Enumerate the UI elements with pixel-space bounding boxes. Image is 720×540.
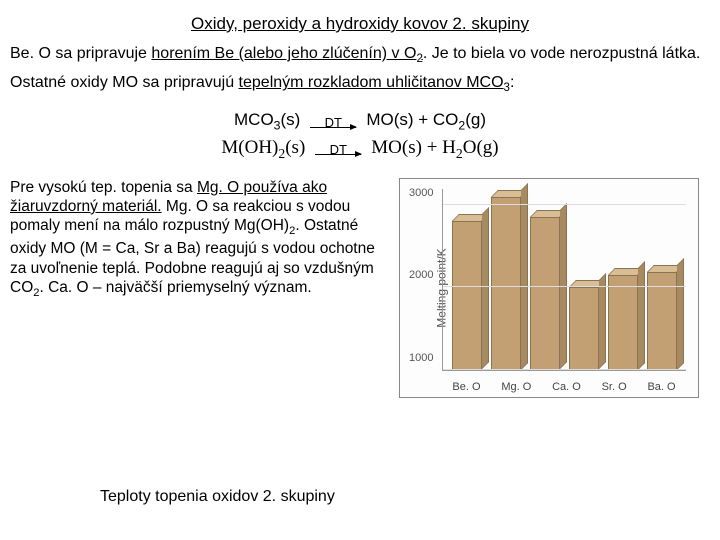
chart-xlabel: Ba. O xyxy=(647,381,675,393)
p2-a: Ostatné oxidy MO sa pripravujú xyxy=(10,74,239,91)
eq1-arrow: DT xyxy=(310,116,356,128)
eq2-rsub: 2 xyxy=(456,146,463,161)
chart-column: Melting point/K 100020003000 Be. OMg. OC… xyxy=(388,178,710,398)
arrow-icon xyxy=(315,154,361,155)
body-a: Pre vysokú tep. topenia sa xyxy=(10,179,197,196)
eq1-left: MCO3(s) xyxy=(234,110,300,132)
p2-underline: tepelným rozkladom uhličitanov MCO3 xyxy=(239,74,510,91)
eq2-left: M(OH)2(s) xyxy=(221,137,305,162)
chart-gridline xyxy=(443,369,686,370)
melting-point-chart: Melting point/K 100020003000 Be. OMg. OC… xyxy=(399,178,699,398)
eq2-rb: O(g) xyxy=(463,137,499,158)
p2-b: : xyxy=(510,74,514,91)
arrow-icon xyxy=(310,127,356,128)
eq2-la: M(OH) xyxy=(221,137,278,158)
p2-u-text: tepelným rozkladom uhličitanov MCO xyxy=(239,74,504,91)
equations-block: MCO3(s) DT MO(s) + CO2(g) M(OH)2(s) DT M… xyxy=(0,102,720,173)
chart-ytick: 2000 xyxy=(409,269,433,281)
body-d: . Ca. O – najväčší priemyselný význam. xyxy=(39,279,311,296)
chart-xlabels: Be. O Mg. O Ca. O Sr. O Ba. O xyxy=(442,381,686,393)
chart-plot-area: 100020003000 xyxy=(442,189,686,371)
eq1-lb: (s) xyxy=(280,110,300,129)
chart-bar xyxy=(569,287,599,369)
lower-row: Pre vysokú tep. topenia sa Mg. O používa… xyxy=(0,174,720,398)
chart-xlabel: Sr. O xyxy=(602,381,627,393)
chart-gridline xyxy=(443,286,686,287)
eq1-right: MO(s) + CO2(g) xyxy=(366,110,486,132)
p1-b: . Je to biela vo vode nerozpustná látka. xyxy=(423,45,701,62)
chart-bars xyxy=(443,189,686,370)
equation-1: MCO3(s) DT MO(s) + CO2(g) xyxy=(234,110,486,132)
chart-xlabel: Ca. O xyxy=(552,381,581,393)
chart-ytick: 1000 xyxy=(409,352,433,364)
p1-underline: horením Be (alebo jeho zlúčenín) v O2 xyxy=(151,45,422,62)
body-paragraph: Pre vysokú tep. topenia sa Mg. O používa… xyxy=(10,178,380,398)
chart-bar xyxy=(608,275,638,370)
eq2-lb: (s) xyxy=(285,137,305,158)
eq2-arrow: DT xyxy=(315,143,361,155)
equation-2: M(OH)2(s) DT MO(s) + H2O(g) xyxy=(221,137,498,162)
eq1-la: MCO xyxy=(234,110,274,129)
chart-xlabel: Be. O xyxy=(452,381,480,393)
chart-bar xyxy=(452,221,482,369)
eq1-rb: (g) xyxy=(465,110,486,129)
paragraph-2: Ostatné oxidy MO sa pripravujú tepelným … xyxy=(0,73,720,102)
paragraph-1: Be. O sa pripravuje horením Be (alebo je… xyxy=(0,44,720,73)
p1-a: Be. O sa pripravuje xyxy=(10,45,151,62)
page-title: Oxidy, peroxidy a hydroxidy kovov 2. sku… xyxy=(0,0,720,44)
eq2-right: MO(s) + H2O(g) xyxy=(371,137,498,162)
eq2-ra: MO(s) + H xyxy=(371,137,456,158)
chart-bar xyxy=(491,197,521,370)
chart-gridline xyxy=(443,204,686,205)
chart-caption: Teploty topenia oxidov 2. skupiny xyxy=(100,488,335,506)
p1-u-text: horením Be (alebo jeho zlúčenín) v O xyxy=(151,45,416,62)
chart-bar xyxy=(530,217,560,369)
eq1-ra: MO(s) + CO xyxy=(366,110,458,129)
chart-ytick: 3000 xyxy=(409,187,433,199)
chart-xlabel: Mg. O xyxy=(501,381,531,393)
